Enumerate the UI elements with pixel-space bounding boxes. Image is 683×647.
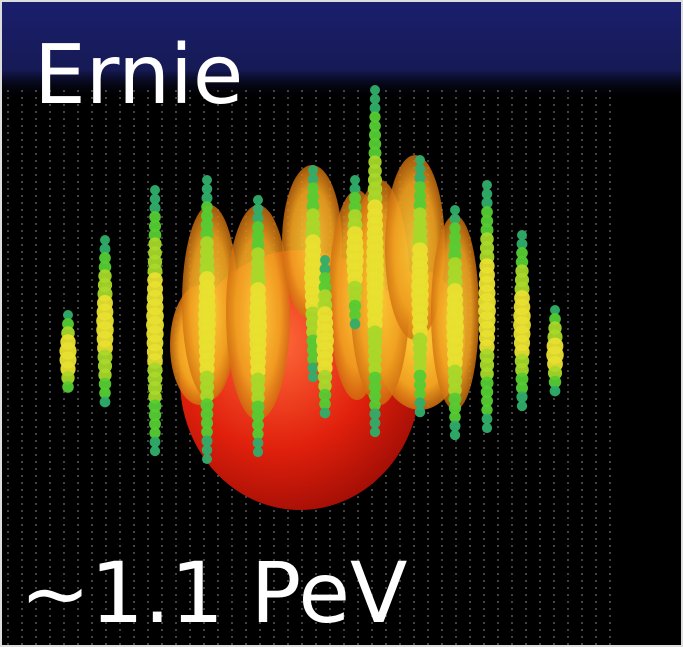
dom-hit — [370, 85, 380, 95]
dom-hit — [150, 446, 160, 456]
dom-hit — [253, 195, 263, 205]
dom-hit — [202, 454, 212, 464]
dom-hit — [517, 230, 527, 240]
dom-hit — [62, 381, 74, 393]
energy-label: ~1.1 PeV — [20, 544, 407, 642]
dom-hit — [517, 401, 527, 411]
dom-hit — [350, 175, 360, 185]
dom-hit — [100, 397, 111, 408]
dom-hit — [308, 165, 318, 175]
dom-hit — [202, 445, 213, 456]
dom-hit — [370, 418, 381, 429]
dom-hit — [308, 372, 318, 382]
dom-hit — [482, 414, 493, 425]
dom-hit — [370, 427, 380, 437]
dom-hit — [202, 175, 212, 185]
dom-hit — [320, 408, 331, 419]
event-title: Ernie — [34, 28, 243, 123]
dom-hit — [415, 155, 425, 165]
dom-hit — [450, 430, 460, 440]
dom-hit — [253, 438, 264, 449]
dom-hit — [253, 447, 263, 457]
dom-hit — [482, 180, 492, 190]
dom-hit — [482, 423, 492, 433]
event-display: Ernie ~1.1 PeV — [0, 0, 683, 647]
dom-hit — [150, 185, 160, 195]
dom-hit — [308, 363, 319, 374]
dom-hit — [320, 255, 330, 265]
dom-hit — [450, 205, 460, 215]
dom-hit — [350, 319, 361, 330]
dom-hit — [550, 386, 561, 397]
dom-hit — [415, 407, 425, 417]
dom-hit — [150, 437, 161, 448]
dom-hit — [100, 235, 110, 245]
